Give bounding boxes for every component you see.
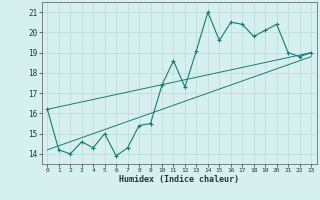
X-axis label: Humidex (Indice chaleur): Humidex (Indice chaleur) — [119, 175, 239, 184]
